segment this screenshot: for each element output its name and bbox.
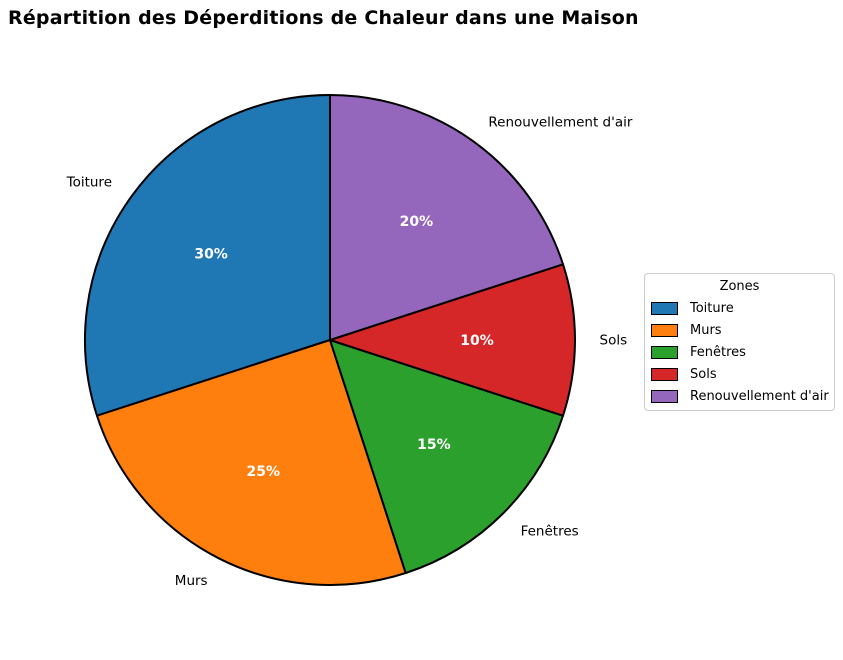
legend-items: Toiture Murs Fenêtres Sols Renouvellement d'…: [651, 297, 829, 408]
legend-label-1: Murs: [690, 322, 722, 338]
legend-item-2: Fenêtres: [651, 341, 828, 363]
pie-slice-3: [329, 263, 577, 417]
legend-title: Zones: [719, 279, 760, 294]
pie-slice-1: [95, 339, 407, 587]
legend-label-4: Renouvellement d'air: [690, 389, 829, 405]
pie-slice-label-2: Fenêtres: [521, 523, 579, 539]
pie-pct-label-1: 25%: [247, 464, 281, 480]
pie-slice-label-3: Sols: [600, 333, 628, 349]
legend-item-0: Toiture: [651, 297, 828, 319]
legend-label-0: Toiture: [690, 300, 734, 316]
pie-slice-label-4: Renouvellement d'air: [488, 115, 632, 131]
legend-swatch-2: [651, 345, 678, 359]
legend-swatch-0: [651, 301, 678, 315]
legend: Zones Toiture Murs Fenêtres Sols Renouvellem…: [644, 273, 835, 411]
chart-title: Répartition des Déperditions de Chaleur …: [8, 7, 639, 29]
pie-slice-4: [329, 94, 565, 341]
legend-item-3: Sols: [651, 364, 828, 386]
pie-slice-label-0: Toiture: [66, 174, 112, 190]
pie-pct-label-0: 30%: [194, 247, 228, 263]
legend-swatch-3: [651, 368, 678, 382]
pie-slice-label-1: Murs: [175, 573, 208, 589]
pie-pct-label-4: 20%: [400, 214, 434, 230]
legend-swatch-4: [651, 390, 678, 404]
pie-slice-2: [329, 339, 565, 575]
legend-label-2: Fenêtres: [690, 344, 746, 360]
pie-slice-0: [83, 94, 331, 417]
legend-item-1: Murs: [651, 319, 828, 341]
legend-label-3: Sols: [690, 367, 717, 383]
legend-item-4: Renouvellement d'air: [651, 386, 829, 408]
legend-swatch-1: [651, 323, 678, 337]
pie-pct-label-3: 10%: [460, 333, 494, 349]
pie-pct-label-2: 15%: [417, 437, 451, 453]
